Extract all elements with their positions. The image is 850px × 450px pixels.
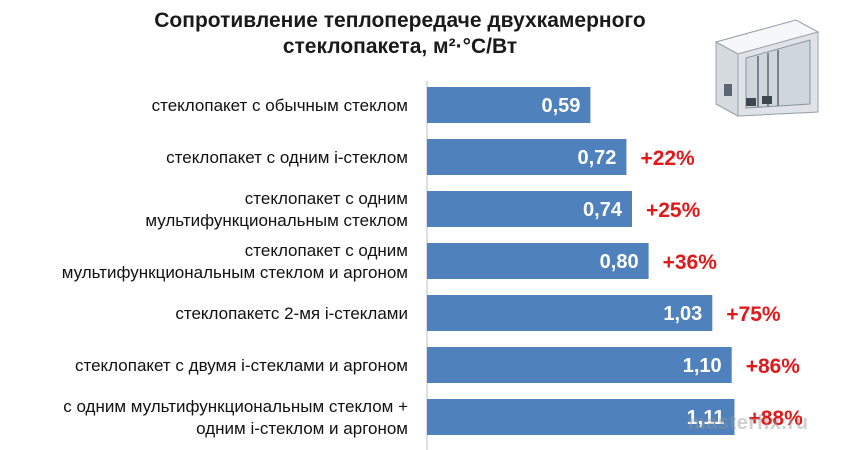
category-label-7-line-1: с одним мультифункциональным стеклом + — [63, 397, 408, 416]
increase-label-7: +88% — [748, 407, 803, 430]
bar-2 — [427, 139, 627, 175]
category-label-7-line-2: одним i-стеклом и аргоном — [196, 419, 408, 438]
chart-title-line-2: стеклопакета, м²·°С/Вт — [282, 35, 518, 58]
category-label-4-line-2: мультифункциональным стеклом и аргоном — [62, 263, 408, 282]
increase-label-2: +22% — [640, 147, 695, 170]
window-frame-icon — [714, 19, 820, 117]
increase-label-5: +75% — [726, 303, 781, 326]
category-label-2: стеклопакет с одним i-стеклом — [166, 148, 408, 167]
bar-7 — [427, 399, 735, 435]
watermark: masterfix.ru — [688, 412, 809, 434]
bar-3 — [427, 191, 632, 227]
category-label-3-line-1: стеклопакет с одним — [245, 189, 408, 208]
category-label-1: стеклопакет с обычным стеклом — [152, 96, 408, 115]
bar-6 — [427, 347, 732, 383]
chart-title-line-1: Сопротивление теплопередаче двухкамерног… — [154, 9, 646, 32]
bar-value-label-4: 0,80 — [600, 251, 639, 273]
category-label-6: стеклопакет с двумя i-стеклами и аргоном — [75, 356, 408, 375]
increase-label-6: +86% — [746, 355, 801, 378]
bar-4 — [427, 243, 649, 279]
category-label-4-line-1: стеклопакет с одним — [245, 241, 408, 260]
bar-value-label-1: 0,59 — [541, 95, 580, 117]
bar-value-label-3: 0,74 — [583, 199, 623, 221]
bar-value-label-6: 1,10 — [683, 355, 722, 377]
bar-1 — [427, 87, 591, 123]
increase-label-3: +25% — [646, 199, 701, 222]
category-label-3-line-2: мультифункциональным стеклом — [145, 211, 408, 230]
category-label-5: стеклопакетс 2-мя i-стеклами — [175, 304, 408, 323]
bar-value-label-5: 1,03 — [663, 303, 702, 325]
bar-value-label-7: 1,11 — [687, 407, 725, 429]
increase-label-4: +36% — [663, 251, 718, 274]
chart-title: Сопротивление теплопередаче двухкамерног… — [100, 8, 700, 60]
bar-value-label-2: 0,72 — [578, 147, 617, 169]
bar-5 — [427, 295, 713, 331]
